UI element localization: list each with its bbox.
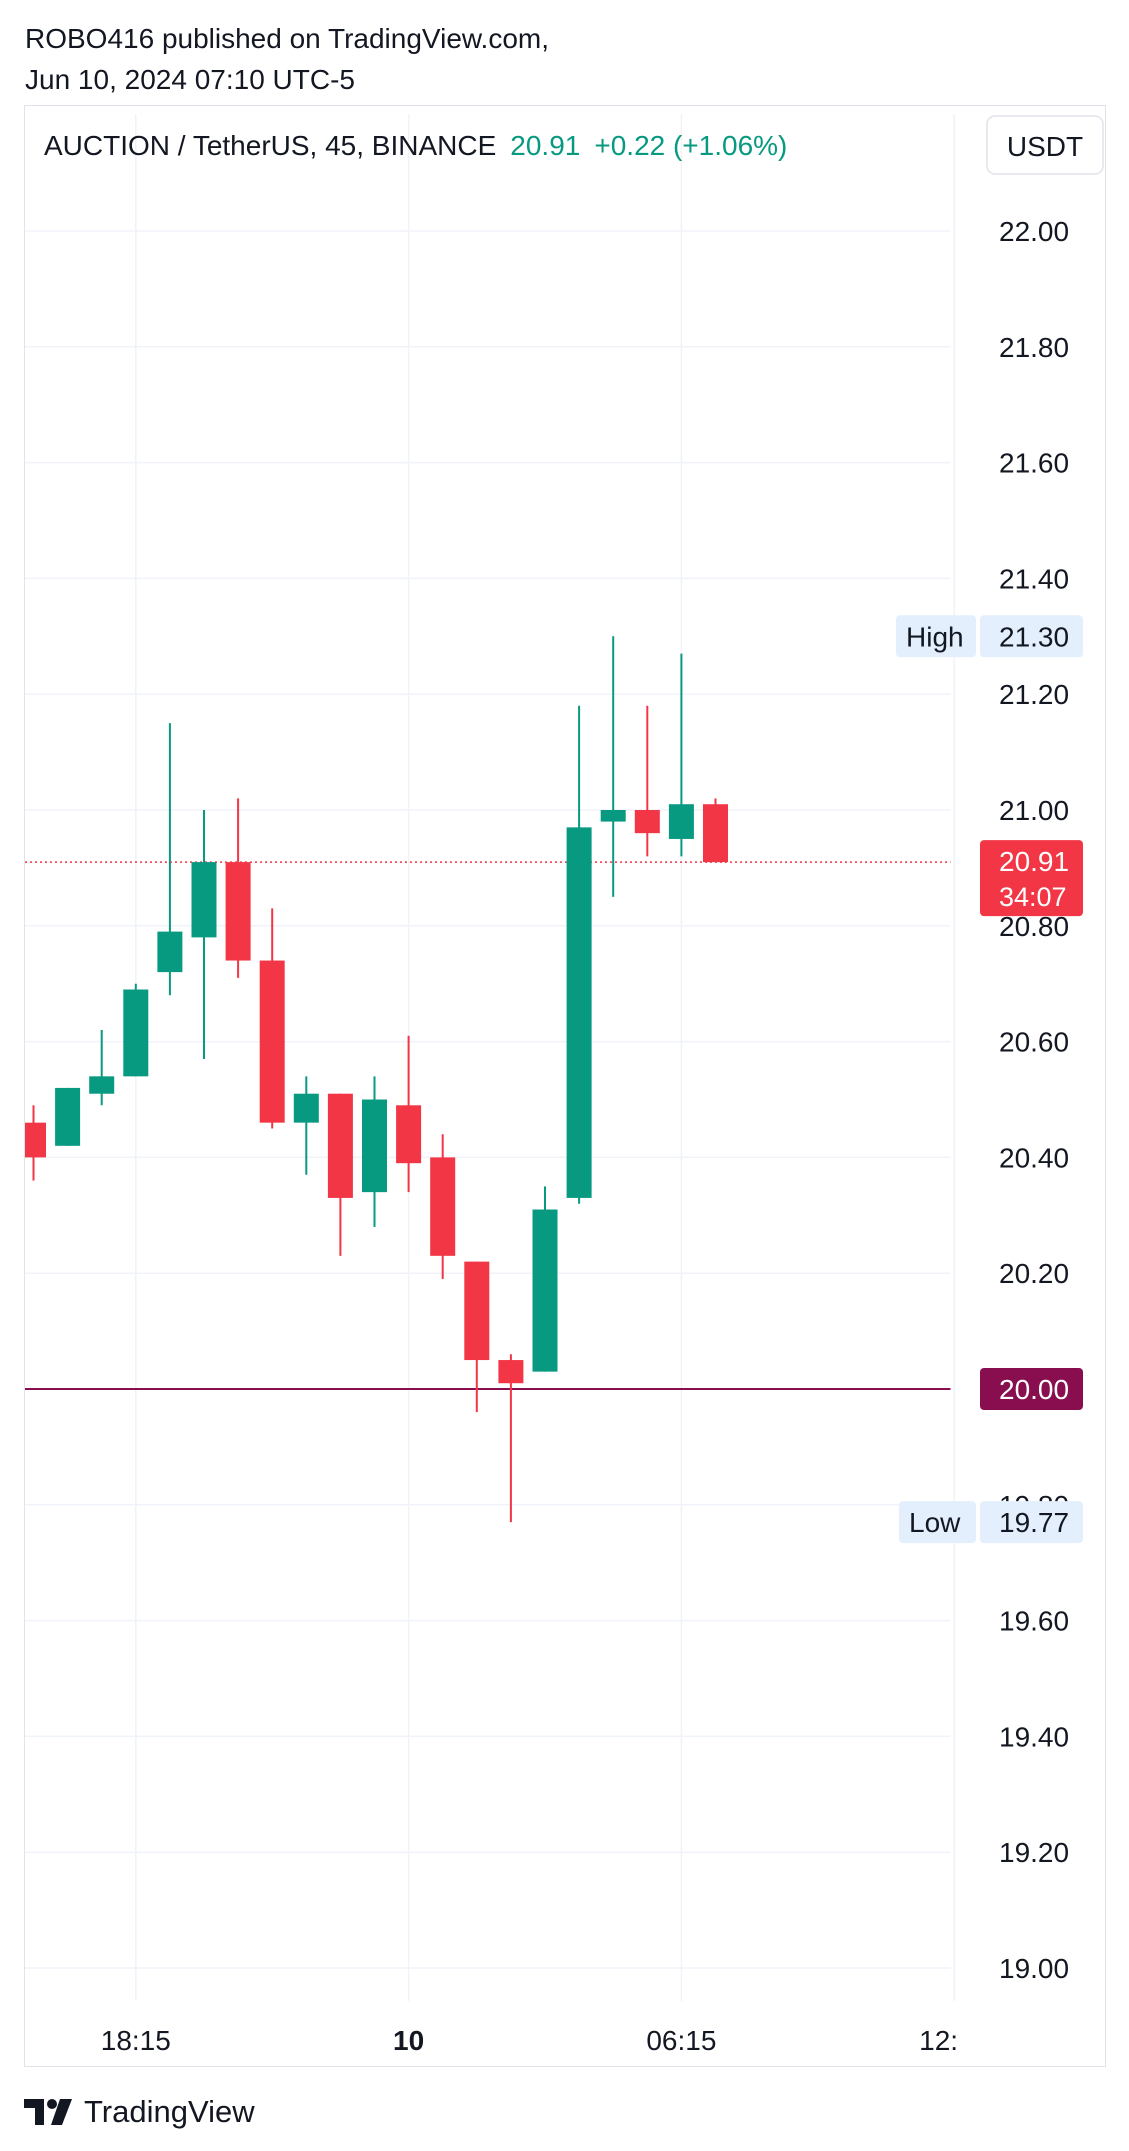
candle[interactable] [464,1261,490,1361]
candle[interactable] [327,1093,353,1198]
legend-change: +0.22 (+1.06%) [594,130,787,161]
y-tick-label: 20.60 [999,1027,1069,1058]
low-value-badge [980,1501,1083,1544]
candle[interactable] [191,862,217,938]
y-tick-label: 21.40 [999,563,1069,594]
candle[interactable] [703,804,728,863]
y-tick-label: 21.00 [999,795,1069,826]
candle[interactable] [25,1122,46,1158]
tradingview-logo-icon [24,2099,72,2125]
publisher-info: ROBO416 published on TradingView.com, Ju… [25,18,549,100]
candle[interactable] [259,960,285,1123]
candle[interactable] [225,862,251,961]
y-tick-label: 21.60 [999,448,1069,479]
y-tick-label: 20.20 [999,1258,1069,1289]
high-value: 21.30 [999,621,1069,652]
date-line: Jun 10, 2024 07:10 UTC-5 [25,64,355,95]
candle[interactable] [498,1360,524,1384]
candle[interactable] [600,810,626,822]
low-label: Low [909,1507,961,1538]
level-price-tag[interactable] [980,1368,1083,1410]
published-line: ROBO416 published on TradingView.com, [25,23,550,54]
candle[interactable] [293,1093,319,1123]
candle[interactable] [634,810,660,834]
candle[interactable] [157,931,183,973]
candle[interactable] [362,1099,387,1193]
chart-legend: AUCTION / TetherUS, 45, BINANCE 20.91 +0.2… [44,130,787,161]
currency-button[interactable] [986,115,1104,175]
currency-button-label: USDT [1007,131,1083,162]
y-tick-label: 21.80 [999,332,1069,363]
high-value-badge [980,615,1083,658]
x-tick-label: 10 [393,2025,424,2056]
y-tick-label: 19.40 [999,1721,1069,1752]
y-tick-label: 19.60 [999,1606,1069,1637]
high-label: High [906,621,964,652]
candle[interactable] [566,827,592,1198]
candle[interactable] [430,1157,456,1256]
candle[interactable] [55,1087,81,1146]
y-tick-label: 19.20 [999,1837,1069,1868]
legend-symbol[interactable]: AUCTION / TetherUS, 45, BINANCE [44,130,496,161]
candle[interactable] [89,1076,115,1094]
candle[interactable] [668,804,694,839]
legend-last-price: 20.91 [510,130,580,161]
high-label-badge [896,615,976,658]
chart-canvas[interactable]: 22.0021.8021.6021.4021.2021.0020.8020.60… [25,106,1105,2066]
y-tick-label: 19.00 [999,1953,1069,1984]
footer[interactable]: TradingView [24,2090,255,2134]
x-tick-label: 06:15 [646,2025,716,2056]
last-price-tag [980,840,1083,917]
low-label-badge [899,1501,976,1544]
candle[interactable] [123,989,149,1077]
brand-name: TradingView [84,2094,255,2129]
y-tick-label: 22.00 [999,216,1069,247]
last-price-value: 20.91 [999,846,1069,877]
y-tick-label: 20.40 [999,1142,1069,1173]
y-tick-label: 21.20 [999,679,1069,710]
chart-frame[interactable]: 22.00 21.80 21.60 21.40 21.20 21.00 20.80 20.60… [24,105,1106,2067]
x-tick-label: 12:15 [919,2025,989,2056]
candle[interactable] [396,1105,422,1164]
bar-countdown: 34:07 [999,882,1067,912]
low-value: 19.77 [999,1507,1069,1538]
candle[interactable] [532,1209,558,1372]
level-price-value: 20.00 [999,1374,1069,1405]
x-tick-label: 18:15 [101,2025,171,2056]
